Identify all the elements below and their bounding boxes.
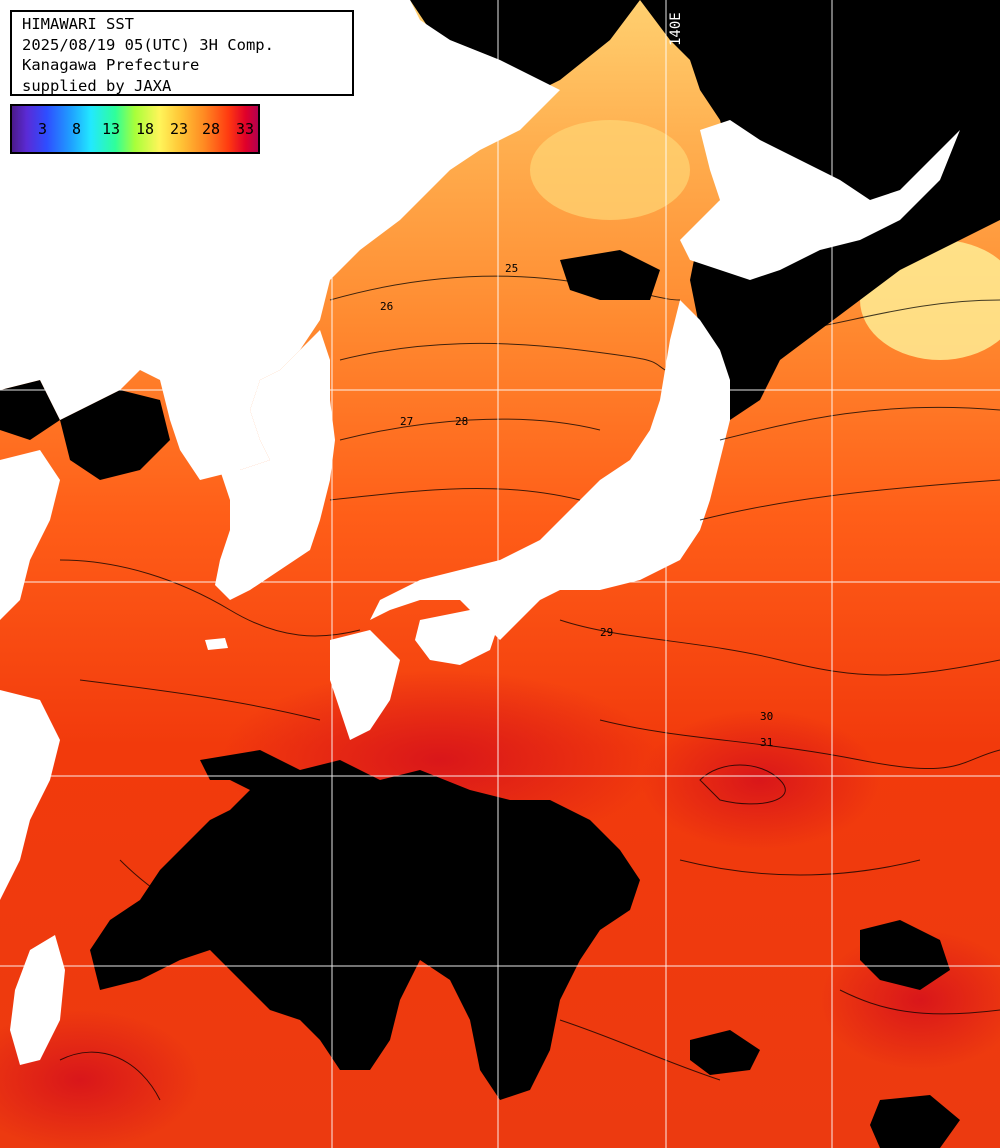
- cool-water-patch: [530, 120, 690, 220]
- colorbar-tick: 28: [202, 120, 221, 138]
- title-product: HIMAWARI SST: [22, 15, 134, 33]
- sst-contours: [59, 275, 1000, 1101]
- contour-label: 27: [400, 415, 413, 428]
- colorbar-tick: 13: [102, 120, 121, 138]
- map-title-box: HIMAWARI SST 2025/08/19 05(UTC) 3H Comp.…: [10, 10, 354, 96]
- temperature-colorbar: 3 8 13 18 23 28 33: [10, 104, 260, 154]
- colorbar-tick: 18: [136, 120, 155, 138]
- colorbar-tick: 8: [72, 120, 82, 138]
- contour-label: 29: [600, 626, 613, 639]
- warm-water-patch: [0, 1010, 200, 1148]
- contour-label: 28: [455, 415, 468, 428]
- title-datetime: 2025/08/19 05(UTC) 3H Comp.: [22, 35, 274, 54]
- colorbar-tick: 3: [38, 120, 48, 138]
- warm-water-patch: [640, 710, 880, 850]
- colorbar-ticks: 3 8 13 18 23 28 33: [12, 106, 258, 152]
- title-region: Kanagawa Prefecture: [22, 56, 200, 74]
- contour-label: 25: [505, 262, 518, 275]
- colorbar-tick: 23: [170, 120, 189, 138]
- lon-label: 140E: [668, 12, 684, 46]
- lat-label: 40N: [10, 352, 36, 368]
- colorbar-tick: 33: [236, 120, 255, 138]
- title-credit: supplied by JAXA: [22, 76, 172, 95]
- contour-label: 30: [760, 710, 773, 723]
- contour-label: 26: [380, 300, 393, 313]
- contour-labels: 25 26 27 28 29 30 31: [380, 262, 773, 749]
- contour-label: 31: [760, 736, 773, 749]
